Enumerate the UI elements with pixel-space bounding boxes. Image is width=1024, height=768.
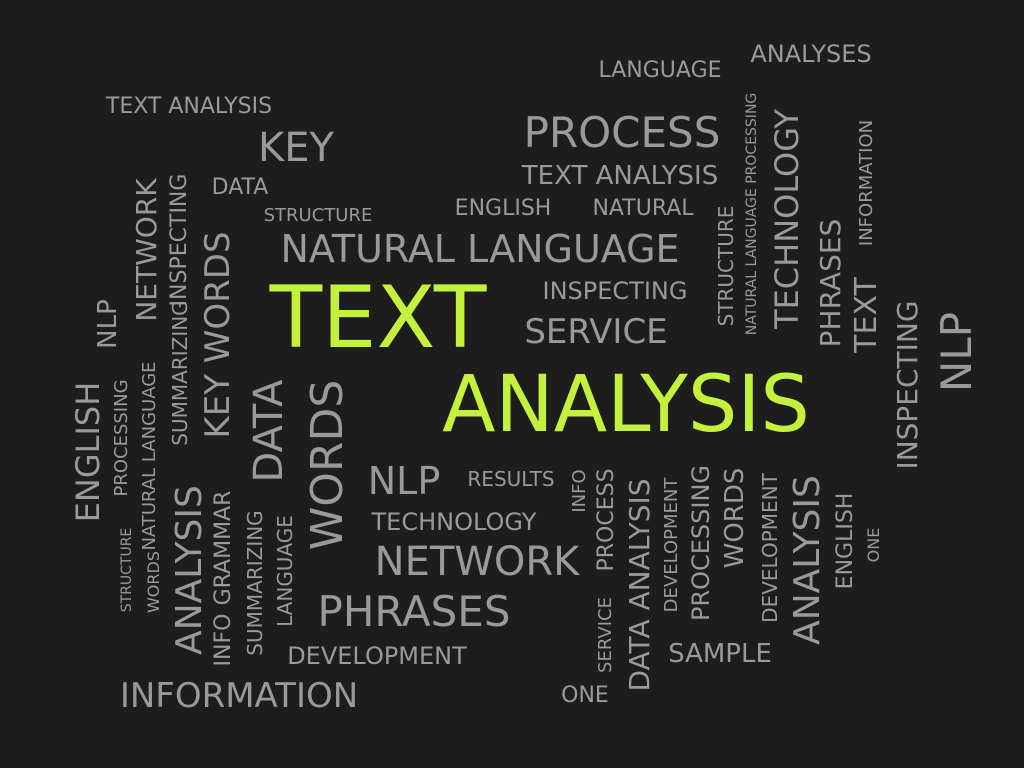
word-text: TEXT bbox=[269, 268, 487, 368]
word-words: WORDS bbox=[720, 467, 750, 569]
word-text: TEXT bbox=[849, 277, 884, 353]
word-structure: STRUCTURE bbox=[714, 205, 738, 327]
word-nlp: NLP bbox=[93, 299, 123, 349]
word-language: LANGUAGE bbox=[273, 515, 297, 627]
word-text-analysis: TEXT ANALYSIS bbox=[521, 161, 719, 191]
word-service: SERVICE bbox=[524, 312, 668, 352]
word-results: RESULTS bbox=[467, 467, 555, 491]
word-processing: PROCESSING bbox=[111, 379, 132, 497]
word-development: DEVELOPMENT bbox=[661, 477, 682, 613]
word-technology: TECHNOLOGY bbox=[371, 508, 537, 536]
word-processing: PROCESSING bbox=[687, 464, 715, 622]
word-summarizing: SUMMARIZING bbox=[243, 510, 267, 656]
word-structure: STRUCTURE bbox=[263, 205, 373, 226]
word-nlp: NLP bbox=[932, 311, 981, 393]
word-inspecting: INSPECTING bbox=[167, 173, 192, 307]
word-analysis: ANALYSIS bbox=[442, 360, 810, 450]
word-english: ENGLISH bbox=[69, 381, 107, 523]
word-network: NETWORK bbox=[374, 539, 580, 585]
word-process: PROCESS bbox=[523, 108, 721, 157]
word-one: ONE bbox=[561, 683, 609, 708]
word-analysis: ANALYSIS bbox=[169, 485, 210, 655]
word-inspecting: INSPECTING bbox=[891, 300, 924, 470]
word-english: ENGLISH bbox=[454, 196, 552, 221]
word-nlp: NLP bbox=[367, 459, 441, 503]
word-data: DATA bbox=[246, 379, 292, 483]
word-natural-language: NATURAL LANGUAGE bbox=[280, 227, 680, 271]
word-one: ONE bbox=[864, 527, 883, 563]
word-natural: NATURAL bbox=[592, 196, 694, 221]
word-words: WORDS bbox=[144, 550, 163, 614]
word-info: INFO bbox=[211, 613, 236, 667]
word-development: DEVELOPMENT bbox=[758, 473, 782, 623]
word-info: INFO bbox=[569, 469, 590, 513]
word-analyses: ANALYSES bbox=[750, 40, 872, 68]
word-data: DATA bbox=[211, 175, 269, 200]
word-summarizing: SUMMARIZING bbox=[168, 300, 192, 446]
word-language: LANGUAGE bbox=[598, 58, 722, 83]
word-sample: SAMPLE bbox=[668, 639, 772, 669]
word-service: SERVICE bbox=[595, 597, 616, 673]
word-grammar: GRAMMAR bbox=[211, 490, 236, 606]
word-information: INFORMATION bbox=[856, 119, 877, 247]
word-structure: STRUCTURE bbox=[119, 527, 135, 613]
word-network: NETWORK bbox=[130, 178, 163, 322]
word-development: DEVELOPMENT bbox=[287, 642, 467, 670]
word-technology: TECHNOLOGY bbox=[768, 109, 806, 329]
word-natural-language-processing: NATURAL LANGUAGE PROCESSING bbox=[744, 92, 760, 336]
word-data-analysis: DATA ANALYSIS bbox=[623, 478, 656, 692]
word-key: KEY bbox=[258, 125, 334, 171]
word-phrases: PHRASES bbox=[317, 587, 511, 636]
word-analysis: ANALYSIS bbox=[787, 475, 828, 645]
word-inspecting: INSPECTING bbox=[542, 277, 688, 305]
word-phrases: PHRASES bbox=[814, 218, 847, 348]
word-key-words: KEY WORDS bbox=[198, 231, 238, 439]
word-natural-language: NATURAL LANGUAGE bbox=[139, 361, 160, 551]
word-process: PROCESS bbox=[594, 468, 619, 572]
word-information: INFORMATION bbox=[119, 676, 359, 716]
word-text-analysis: TEXT ANALYSIS bbox=[105, 94, 273, 119]
word-english: ENGLISH bbox=[833, 492, 858, 590]
word-words: WORDS bbox=[302, 379, 353, 551]
